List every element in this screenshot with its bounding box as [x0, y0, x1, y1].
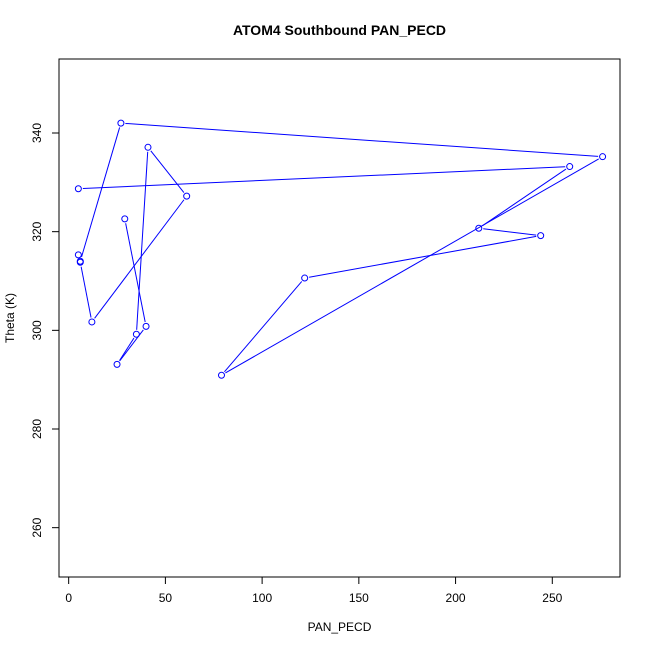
data-point — [475, 224, 483, 232]
series-segment — [483, 228, 537, 236]
x-tick-label: 50 — [159, 591, 173, 605]
series-segment — [125, 223, 146, 323]
series-segment — [136, 151, 149, 330]
series-points — [74, 119, 607, 379]
series-segment — [224, 281, 303, 373]
y-tick-label: 320 — [30, 221, 44, 241]
series-segment — [309, 235, 537, 278]
data-point — [76, 258, 84, 266]
data-point — [599, 153, 607, 161]
series-segment — [80, 266, 92, 318]
data-point — [144, 143, 152, 151]
series-segment — [125, 122, 599, 157]
series-segment — [94, 199, 185, 319]
data-point — [117, 119, 125, 127]
series-segment — [81, 127, 121, 258]
series-line — [80, 122, 599, 374]
y-tick-label: 300 — [30, 320, 44, 340]
x-tick-label: 150 — [349, 591, 369, 605]
data-point — [121, 215, 129, 223]
data-point — [566, 163, 574, 171]
x-tick-label: 250 — [542, 591, 562, 605]
data-point — [217, 371, 225, 379]
x-axis-label: PAN_PECD — [308, 620, 372, 634]
data-point — [301, 274, 309, 282]
x-tick-label: 0 — [65, 591, 72, 605]
series-segment — [150, 150, 185, 193]
y-tick-label: 340 — [30, 123, 44, 143]
y-tick-label: 280 — [30, 419, 44, 439]
data-point — [132, 330, 140, 338]
data-point — [74, 251, 82, 259]
x-tick-label: 100 — [252, 591, 272, 605]
series-segment — [119, 337, 135, 361]
y-tick-label: 260 — [30, 517, 44, 537]
x-axis: 0 50 100 150 200 250 — [65, 576, 563, 605]
y-axis: 260 280 300 320 340 — [30, 123, 60, 538]
series-segment — [82, 166, 566, 190]
data-point — [142, 322, 150, 330]
y-axis-label: Theta (K) — [3, 293, 17, 343]
data-point — [74, 185, 82, 193]
x-tick-label: 200 — [446, 591, 466, 605]
series-segment — [225, 158, 599, 374]
data-point — [113, 360, 121, 368]
data-point — [88, 318, 96, 326]
chart-title: ATOM4 Southbound PAN_PECD — [233, 22, 446, 38]
data-point — [537, 232, 545, 240]
data-point — [183, 192, 191, 200]
series-segment — [482, 168, 567, 227]
